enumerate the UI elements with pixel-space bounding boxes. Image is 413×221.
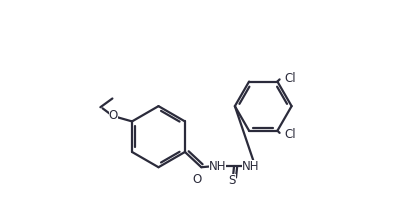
Text: S: S [228, 174, 235, 187]
Text: NH: NH [242, 160, 259, 173]
Text: Cl: Cl [285, 72, 296, 85]
Text: NH: NH [209, 160, 226, 173]
Text: O: O [192, 173, 202, 186]
Text: O: O [109, 109, 118, 122]
Text: Cl: Cl [285, 128, 296, 141]
